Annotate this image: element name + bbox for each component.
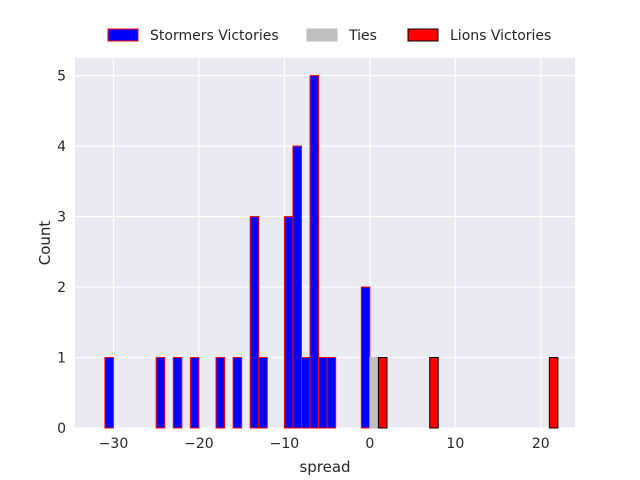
legend-swatch-lions bbox=[407, 28, 439, 42]
bar-stormers bbox=[258, 357, 268, 429]
legend-label-stormers: Stormers Victories bbox=[150, 28, 279, 44]
bar-stormers bbox=[189, 357, 200, 429]
bar-stormers bbox=[104, 357, 114, 429]
bar-stormers bbox=[360, 286, 371, 429]
bar-stormers bbox=[309, 75, 320, 429]
bar-stormers bbox=[215, 357, 226, 429]
bar-stormers bbox=[326, 357, 337, 429]
y-tick-label: 4 bbox=[57, 139, 66, 155]
legend-label-lions: Lions Victories bbox=[450, 28, 551, 44]
y-tick-label: 2 bbox=[57, 280, 66, 296]
x-tick-label: −20 bbox=[184, 436, 214, 452]
bar-stormers bbox=[232, 357, 243, 429]
bar-stormers bbox=[292, 145, 302, 429]
bar-stormers bbox=[300, 357, 311, 429]
x-axis-label: spread bbox=[299, 458, 350, 476]
legend: Stormers Victories Ties Lions Victories bbox=[107, 28, 551, 44]
x-axis-ticks: −30 −20 −10 0 10 20 bbox=[99, 436, 550, 452]
y-axis-ticks: 0 1 2 3 4 5 bbox=[57, 69, 66, 437]
x-tick-label: 10 bbox=[446, 436, 464, 452]
bar-lions bbox=[548, 357, 559, 429]
bar-lions bbox=[377, 357, 388, 429]
legend-swatch-stormers bbox=[107, 28, 139, 42]
legend-label-ties: Ties bbox=[348, 28, 377, 44]
y-tick-label: 1 bbox=[57, 351, 66, 367]
y-axis-label: Count bbox=[36, 221, 54, 266]
x-tick-label: −10 bbox=[270, 436, 300, 452]
bar-stormers bbox=[155, 357, 166, 429]
y-tick-label: 0 bbox=[57, 421, 66, 437]
bar-stormers bbox=[283, 216, 294, 429]
bar-ties bbox=[369, 357, 379, 429]
x-tick-label: −30 bbox=[99, 436, 129, 452]
y-tick-label: 3 bbox=[57, 210, 66, 226]
histogram-bars bbox=[104, 75, 559, 429]
x-tick-label: 0 bbox=[365, 436, 374, 452]
y-tick-label: 5 bbox=[57, 69, 66, 85]
bar-stormers bbox=[172, 357, 183, 429]
x-tick-label: 20 bbox=[532, 436, 550, 452]
bar-stormers bbox=[249, 216, 260, 429]
bar-lions bbox=[429, 357, 439, 429]
legend-swatch-ties bbox=[306, 28, 338, 42]
bar-stormers bbox=[318, 357, 328, 429]
